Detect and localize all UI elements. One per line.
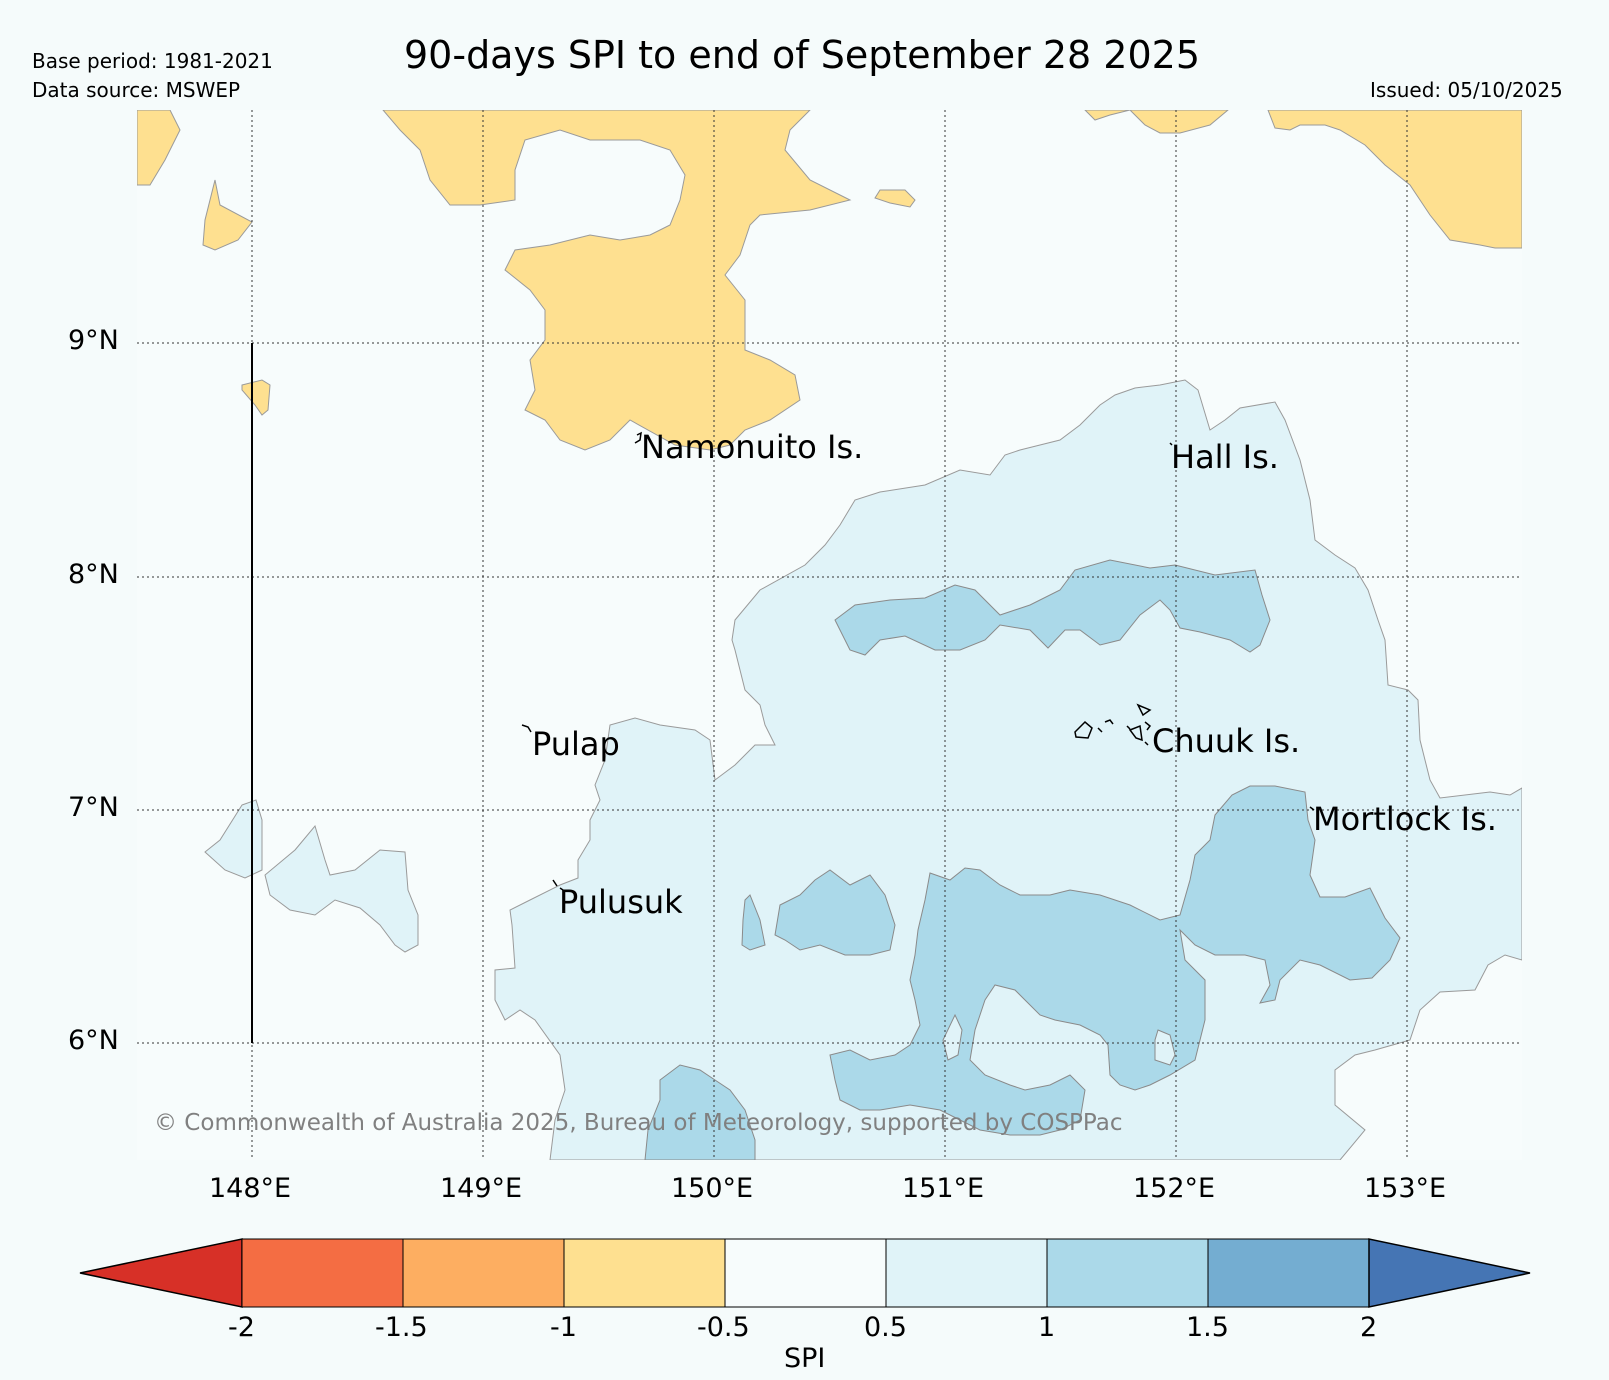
colorbar-label: SPI xyxy=(784,1343,826,1374)
very-wet-region-mid xyxy=(774,869,896,956)
place-label-pulap: Pulap xyxy=(532,725,620,763)
very-wet-region-south xyxy=(829,785,1401,1136)
hole-south-2 xyxy=(1154,1029,1176,1066)
island-chuuk-7 xyxy=(1126,725,1149,746)
island-chuuk-1 xyxy=(1074,720,1093,739)
place-label-namonuito: Namonuito Is. xyxy=(641,428,864,466)
island-chuuk-3 xyxy=(1136,703,1152,717)
dry-region-small-north xyxy=(874,189,916,208)
lat-label-7n: 7°N xyxy=(68,792,119,823)
wet-region-main xyxy=(494,379,1522,1160)
lat-label-8n: 8°N xyxy=(68,559,119,590)
lon-label-152e: 152°E xyxy=(1133,1173,1216,1204)
island-chuuk-4 xyxy=(1128,724,1143,742)
map-title: 90-days SPI to end of September 28 2025 xyxy=(404,33,1201,77)
dry-region-ne-1 xyxy=(1084,110,1229,134)
island-hall xyxy=(1169,442,1173,446)
dry-region-west-islet xyxy=(241,379,271,416)
island-chuuk-5 xyxy=(1144,721,1152,731)
place-label-mortlock: Mortlock Is. xyxy=(1313,800,1497,838)
very-wet-band-north xyxy=(834,559,1271,656)
wet-region-west-1 xyxy=(204,799,263,879)
lon-label-148e: 148°E xyxy=(209,1173,292,1204)
dry-region-north-central xyxy=(382,110,852,451)
colorbar-tick-1: 1 xyxy=(1038,1312,1056,1343)
colorbar-tick-1-5: 1.5 xyxy=(1186,1312,1229,1343)
colorbar-tick-neg1-5: -1.5 xyxy=(375,1312,428,1343)
base-period-text: Base period: 1981-2021 xyxy=(32,49,273,73)
dry-regions xyxy=(137,110,1522,451)
data-source-text: Data source: MSWEP xyxy=(32,78,241,102)
lon-label-149e: 149°E xyxy=(440,1173,523,1204)
lon-label-153e: 153°E xyxy=(1364,1173,1447,1204)
lat-label-6n: 6°N xyxy=(68,1025,119,1056)
lon-label-151e: 151°E xyxy=(902,1173,985,1204)
very-wet-region-small xyxy=(741,894,766,951)
colorbar-tick-neg0-5: -0.5 xyxy=(697,1312,750,1343)
wet-regions xyxy=(204,379,1522,1160)
dry-region-nw-spike xyxy=(202,179,253,251)
colorbar-tick-2: 2 xyxy=(1360,1312,1378,1343)
place-label-chuuk: Chuuk Is. xyxy=(1152,722,1301,760)
island-pulusuk xyxy=(552,879,564,891)
place-label-hall: Hall Is. xyxy=(1171,438,1279,476)
island-pulap xyxy=(521,724,532,733)
very-wet-region-sw xyxy=(644,1064,756,1160)
colorbar-tick-0-5: 0.5 xyxy=(864,1312,907,1343)
wet-region-west-2 xyxy=(264,824,419,953)
colorbar-tick-neg2: -2 xyxy=(228,1312,255,1343)
island-chuuk-2 xyxy=(1104,719,1114,725)
very-wet-regions xyxy=(644,559,1401,1160)
lat-label-9n: 9°N xyxy=(68,325,119,356)
colorbar-tick-neg1: -1 xyxy=(550,1312,577,1343)
island-mortlock xyxy=(1309,806,1315,811)
island-chuuk-6 xyxy=(1097,727,1103,733)
dry-region-ne-2 xyxy=(1267,110,1522,249)
dry-region-nw-edge xyxy=(137,110,181,186)
issued-date-text: Issued: 05/10/2025 xyxy=(1370,78,1563,102)
place-label-pulusuk: Pulusuk xyxy=(559,883,683,921)
graticule xyxy=(137,110,1522,1160)
island-namonuito xyxy=(634,431,642,444)
islands xyxy=(521,431,1315,891)
copyright-text: © Commonwealth of Australia 2025, Bureau… xyxy=(154,1110,1123,1136)
lon-label-150e: 150°E xyxy=(671,1173,754,1204)
